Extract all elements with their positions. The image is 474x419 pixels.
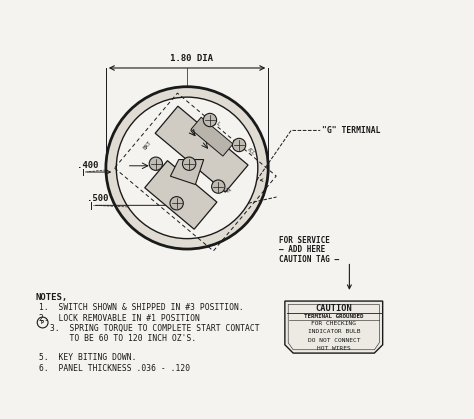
Text: .400: .400 [77, 161, 98, 170]
Text: CAUTION TAG —: CAUTION TAG — [279, 255, 339, 264]
Text: 5.  KEY BITING DOWN.: 5. KEY BITING DOWN. [39, 353, 137, 362]
Text: HOT WIRES: HOT WIRES [317, 346, 351, 351]
Text: TO BE 60 TO 120 INCH OZ'S.: TO BE 60 TO 120 INCH OZ'S. [50, 334, 196, 343]
Text: NOTES,: NOTES, [35, 293, 67, 302]
Text: — ADD HERE: — ADD HERE [279, 246, 325, 254]
Text: DO NOT CONNECT: DO NOT CONNECT [308, 338, 360, 343]
Circle shape [203, 114, 217, 127]
Circle shape [182, 157, 196, 171]
Text: 2.  LOCK REMOVABLE IN #1 POSITION: 2. LOCK REMOVABLE IN #1 POSITION [39, 313, 200, 323]
Text: .500: .500 [87, 194, 109, 203]
Circle shape [106, 87, 268, 249]
Polygon shape [285, 301, 383, 353]
Text: CAUTION: CAUTION [315, 304, 352, 313]
Text: FOR CHECKING: FOR CHECKING [311, 321, 356, 326]
Circle shape [170, 197, 183, 210]
Text: P: P [41, 320, 44, 325]
Polygon shape [145, 160, 217, 229]
Circle shape [149, 157, 163, 171]
Circle shape [116, 97, 258, 239]
Text: TERMINAL GROUNDED: TERMINAL GROUNDED [304, 314, 364, 319]
Text: 6.  PANEL THICKNESS .036 - .120: 6. PANEL THICKNESS .036 - .120 [39, 364, 191, 372]
Text: ST: ST [222, 187, 231, 195]
Text: FOR SERVICE: FOR SERVICE [279, 236, 329, 245]
Text: 1.80 DIA: 1.80 DIA [170, 54, 213, 63]
Text: 3.  SPRING TORQUE TO COMPLETE START CONTACT: 3. SPRING TORQUE TO COMPLETE START CONTA… [50, 324, 259, 333]
Text: BAT: BAT [143, 140, 153, 150]
Polygon shape [191, 117, 233, 156]
Polygon shape [171, 160, 204, 184]
Text: "G" TERMINAL: "G" TERMINAL [322, 126, 381, 135]
Polygon shape [155, 106, 248, 192]
Text: 1.  SWITCH SHOWN & SHIPPED IN #3 POSITION.: 1. SWITCH SHOWN & SHIPPED IN #3 POSITION… [39, 303, 244, 312]
Text: L: L [215, 121, 221, 127]
Circle shape [232, 138, 246, 152]
Circle shape [211, 180, 225, 193]
Text: ACC: ACC [246, 147, 256, 156]
Text: INDICATOR BULB: INDICATOR BULB [308, 329, 360, 334]
